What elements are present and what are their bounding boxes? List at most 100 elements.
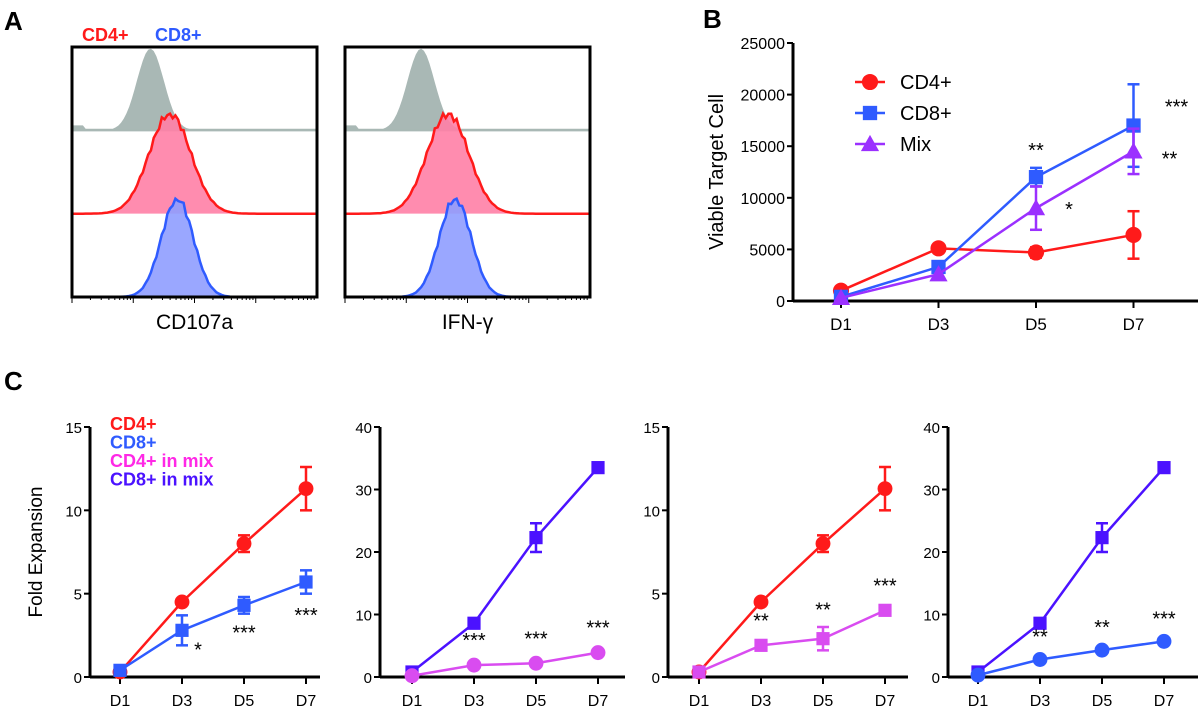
y-tick-label: 5 [652,587,660,604]
legend-c-item: CD8+ [110,433,157,453]
marker-circle [404,668,420,684]
marker-square [175,623,189,637]
series-line [977,640,1165,677]
marker-circle [1027,244,1045,261]
y-tick-label: 5000 [749,242,785,259]
y-tick-label: 0 [652,670,660,687]
marker-square [1157,461,1171,475]
marker-square [591,461,605,475]
marker-square [692,665,706,679]
marker-circle [930,240,947,257]
y-tick-label: 10000 [741,191,786,208]
marker-square [862,105,878,121]
x-tick-label: D3 [464,693,485,710]
marker-triangle [831,288,851,306]
hist-frame [343,45,592,299]
marker-circle [1125,226,1142,244]
panel-letter-b: B [703,4,722,34]
y-tick-label: 10 [65,503,82,520]
y-tick-label: 40 [923,420,940,437]
x-tick-label: D5 [234,693,255,710]
x-tick-label: D5 [813,693,834,710]
marker-circle [590,645,606,661]
marker-circle [298,481,314,497]
marker-square [529,531,543,545]
significance-annotation: ** [1162,148,1178,170]
chart-C2: 0 10 20 30 40 D1 D3 D5 D7 *** *** *** [355,420,625,710]
significance-annotation: ** [1032,627,1048,649]
legend-label-mix: Mix [900,134,931,156]
y-tick-label: 20 [923,545,940,562]
marker-circle [877,481,893,497]
hist-xlabel: CD107a [156,311,233,334]
series-cd8-in-mix [405,461,605,679]
significance-annotation: ** [1028,140,1044,162]
y-tick-label: 0 [364,670,372,687]
marker-square [113,663,127,677]
marker-circle [466,657,482,673]
significance-annotation: *** [873,575,897,597]
y-tick-label: 0 [74,670,82,687]
y-tick-label: 10 [643,503,660,520]
hist-xlabel: IFN-γ [442,311,494,334]
hist-fill-cd4 [72,113,317,214]
marker-square [467,616,481,630]
x-tick-label: D3 [751,693,772,710]
y-tick-label: 20 [355,545,372,562]
series-cd4-in-mix: *** *** *** [404,618,610,684]
marker-triangle [929,265,948,282]
y-tick-label: 5 [74,587,82,604]
y-tick-label: 30 [923,483,940,500]
significance-annotation: *** [586,618,610,640]
series-cd8-in-mix [971,461,1171,679]
y-axis-label: Fold Expansion [26,487,47,618]
panel-letter-a: A [4,6,23,36]
marker-square [299,575,313,589]
marker-square [754,638,768,652]
marker-triangle [860,134,880,152]
legend-a-cd8: CD8+ [155,25,202,45]
marker-circle [1156,633,1172,649]
series-line [119,487,307,673]
x-tick-label: D7 [296,693,317,710]
y-tick-label: 20000 [741,88,786,105]
hist-line-cd4 [72,112,319,215]
x-tick-label: D3 [928,315,950,334]
x-tick-label: D1 [110,693,131,710]
histogram-A-ifng: IFN-γ [343,45,592,334]
marker-square [878,603,892,617]
series-cd8-: ******* [970,608,1176,683]
significance-annotation: *** [294,605,318,627]
x-tick-label: D7 [875,693,896,710]
marker-square [1028,170,1044,185]
histogram-A-cd107a: CD107a [70,45,319,334]
legend-c-item: CD4+ in mix [110,451,214,471]
x-tick-label: D1 [402,693,423,710]
significance-annotation: * [194,639,202,661]
significance-annotation: ** [815,600,831,622]
hist-fill-cd8 [72,198,317,297]
y-tick-label: 0 [932,670,940,687]
y-tick-label: 15000 [741,139,786,156]
x-tick-label: D7 [1123,315,1145,334]
series-line [977,466,1165,673]
chart-B: 0 5000 10000 15000 20000 25000 D1 D3 D5 D7 Viable … [706,36,1198,334]
marker-circle [861,73,879,91]
significance-annotation: *** [232,622,256,644]
series-cd4- [832,209,1142,299]
significance-annotation: ** [1094,617,1110,639]
marker-square [816,632,830,646]
hist-line-cd4 [345,110,592,215]
legend-b: CD4+ CD8+ Mix [855,72,952,156]
significance-annotation: *** [1152,608,1176,630]
y-axis-label: Viable Target Cell [706,94,728,250]
y-tick-label: 30 [355,483,372,500]
marker-circle [528,655,544,671]
marker-circle [174,594,190,610]
series-mix: *** [831,127,1178,306]
series-cd4-in-mix: ** ***** [692,575,897,679]
series-line [119,580,307,672]
legend-a-cd4: CD4+ [82,25,129,45]
significance-annotation: *** [524,628,548,650]
